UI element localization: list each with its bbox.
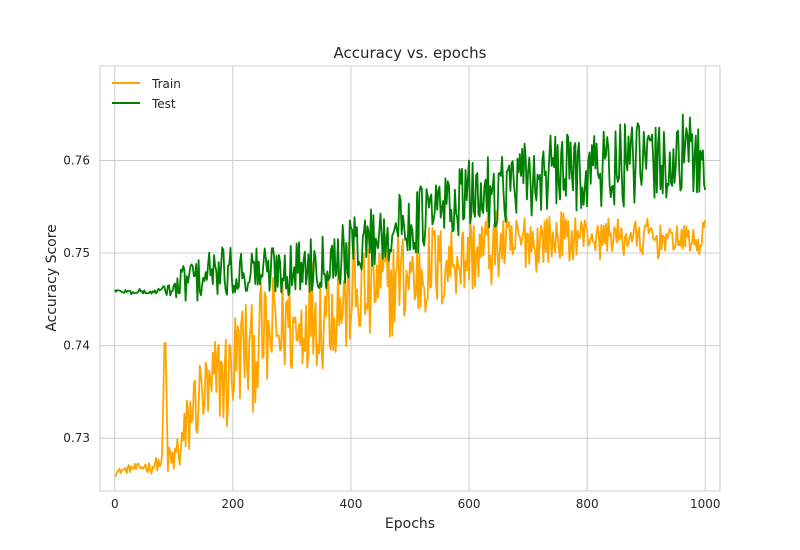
y-tick-label: 0.76 (63, 153, 90, 167)
y-tick-label: 0.74 (63, 339, 90, 353)
series-layer (114, 113, 707, 477)
x-tick-label: 600 (458, 497, 481, 511)
y-tick-label: 0.75 (63, 246, 90, 260)
y-tick-label: 0.73 (63, 431, 90, 445)
series-line-train (114, 210, 707, 477)
legend-label-train: Train (151, 77, 181, 91)
series-line-test (114, 113, 707, 302)
x-tick-label: 200 (221, 497, 244, 511)
x-tick-label: 400 (339, 497, 362, 511)
x-tick-label: 0 (111, 497, 119, 511)
x-tick-labels: 0 200 400 600 800 1000 (111, 497, 721, 511)
legend: Train Test (112, 77, 181, 111)
y-axis-label: Accuracy Score (44, 224, 60, 332)
x-axis-label: Epochs (385, 516, 435, 532)
grid (100, 66, 720, 491)
chart-title: Accuracy vs. epochs (334, 44, 487, 62)
x-tick-label: 1000 (690, 497, 721, 511)
x-tick-label: 800 (576, 497, 599, 511)
y-tick-labels: 0.73 0.74 0.75 0.76 (63, 153, 90, 445)
legend-label-test: Test (151, 97, 176, 111)
